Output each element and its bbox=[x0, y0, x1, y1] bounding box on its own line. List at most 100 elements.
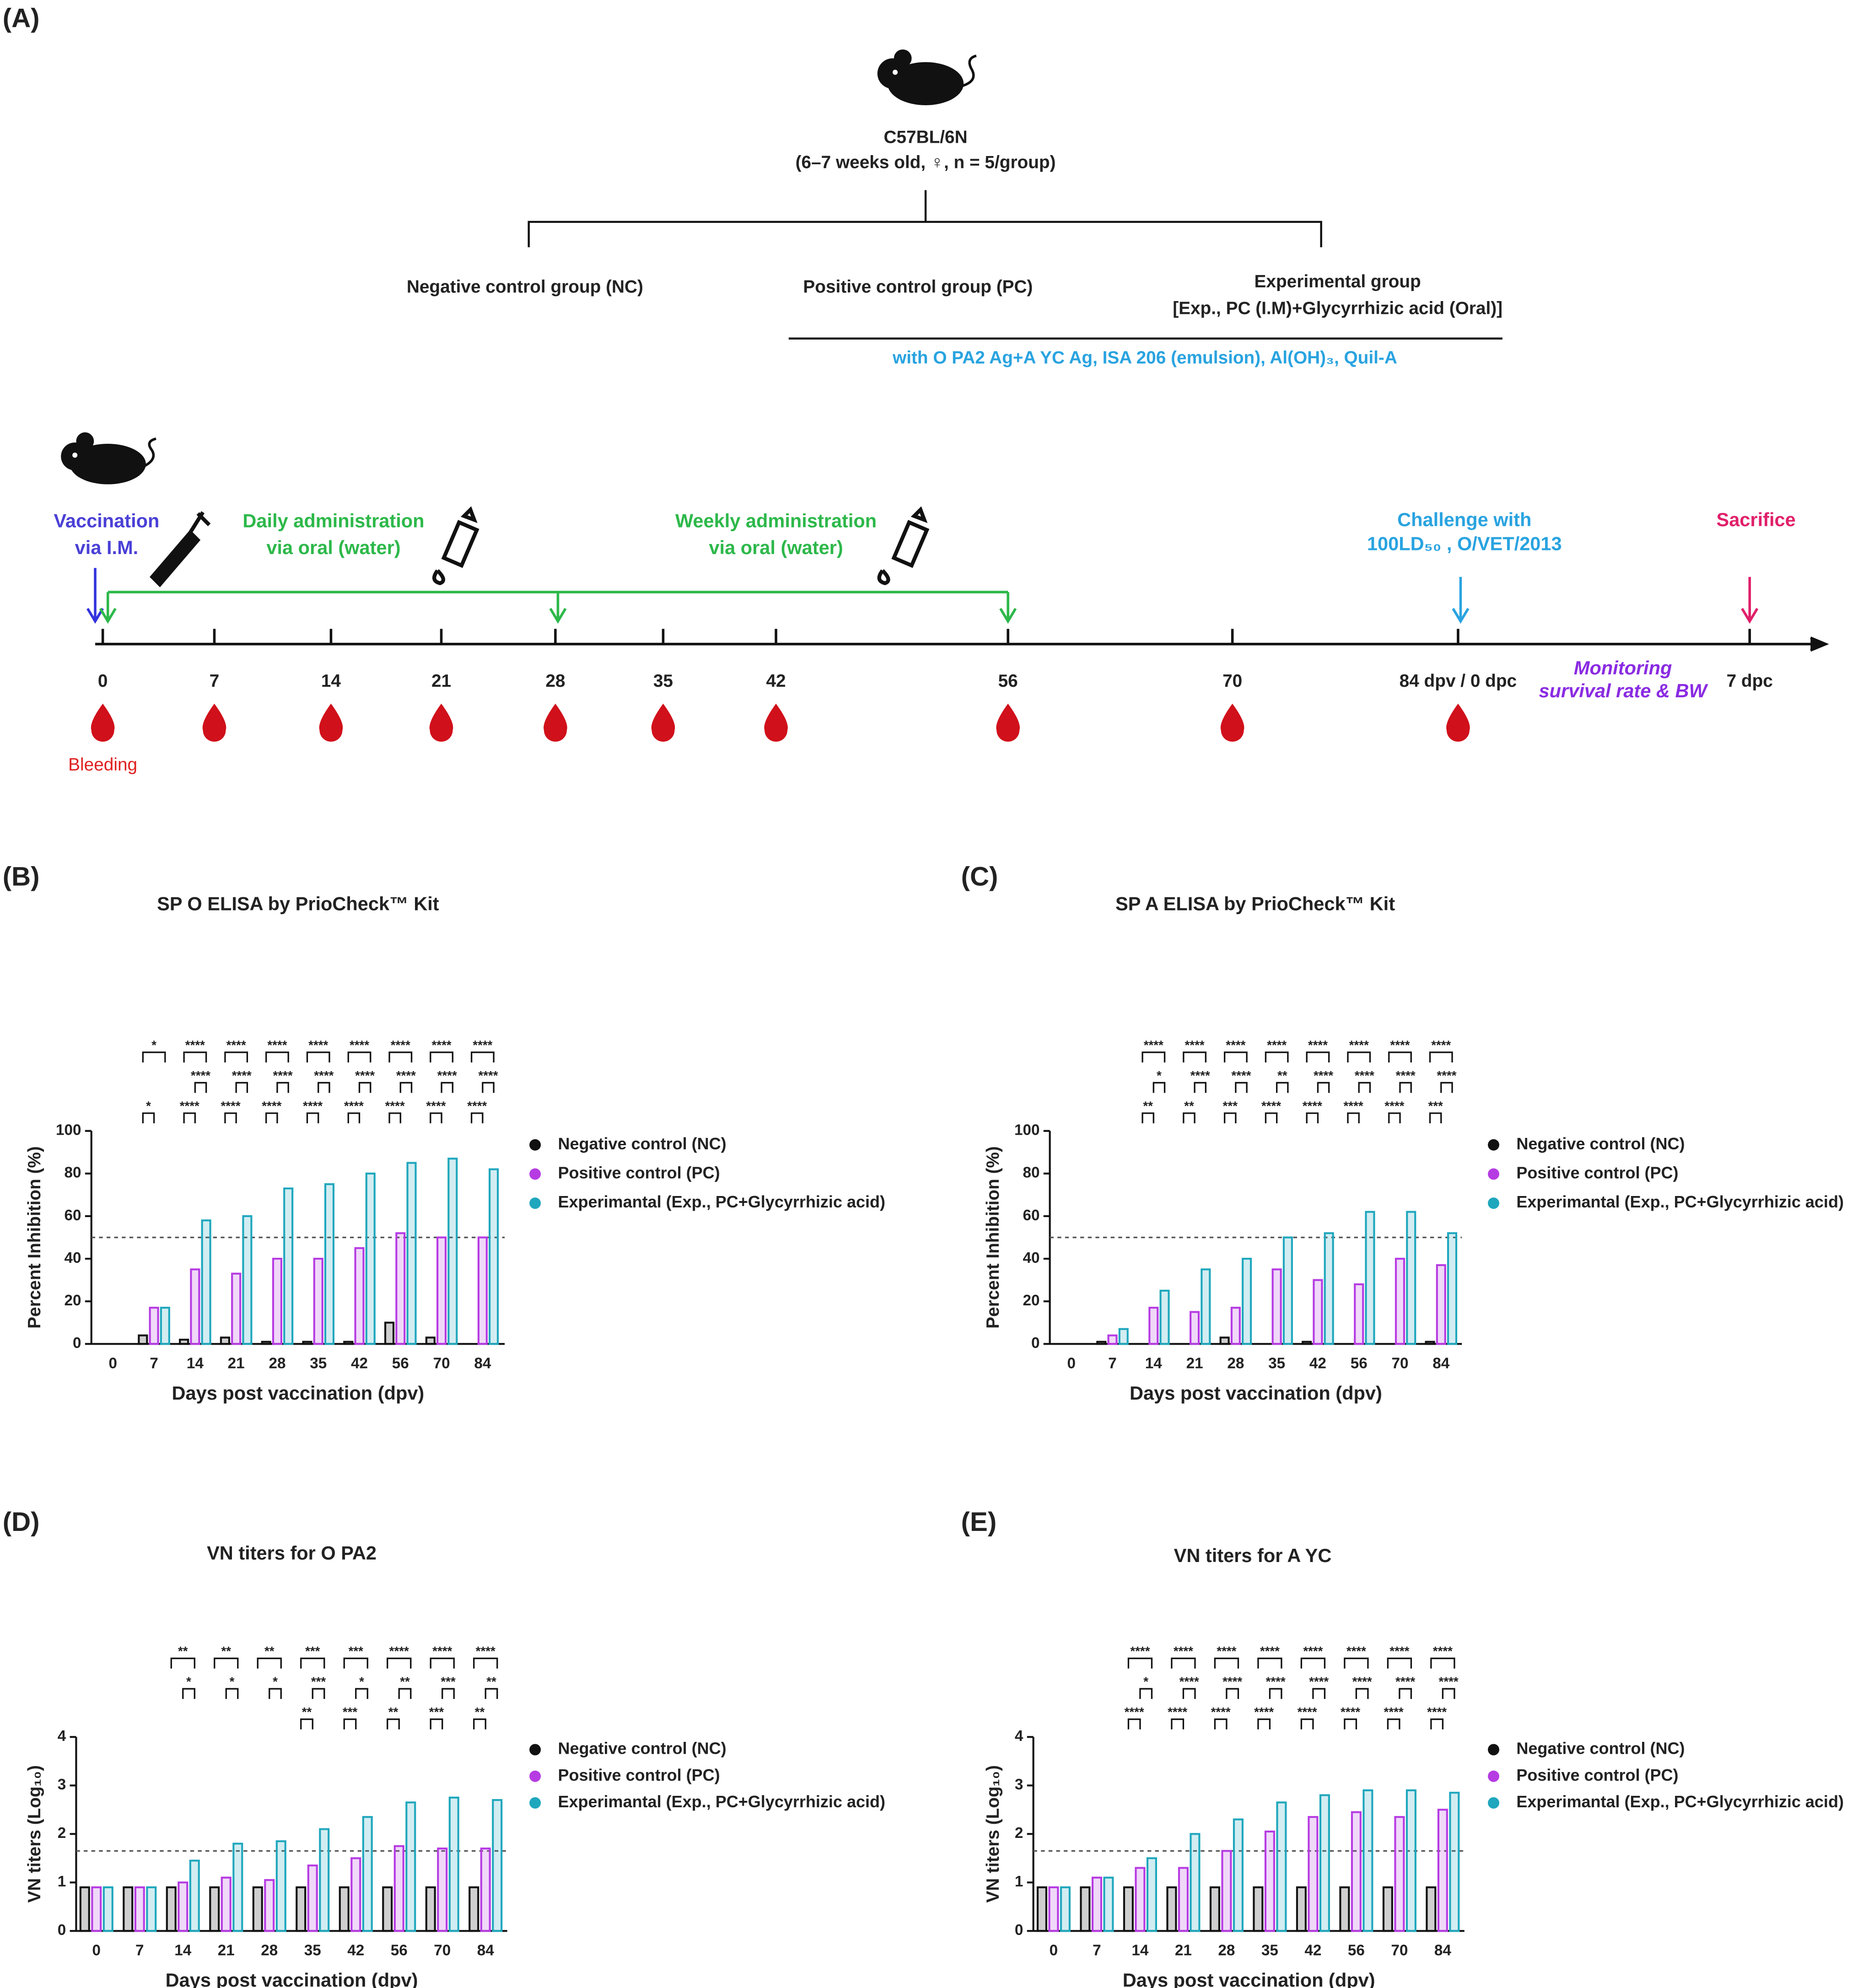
legend-label: Negative control (NC) bbox=[558, 1739, 726, 1758]
panel-label: (B) bbox=[3, 862, 40, 892]
bar bbox=[1190, 1833, 1201, 1932]
significance-bracket bbox=[306, 1112, 319, 1124]
vaccine: with O PA2 Ag+A YC Ag, ISA 206 (emulsion… bbox=[892, 348, 1397, 367]
bar bbox=[382, 1886, 393, 1932]
timeline-label: 84 dpv / 0 dpc bbox=[1400, 671, 1517, 691]
x-tick-label: 0 bbox=[92, 1942, 101, 1959]
bar bbox=[123, 1886, 134, 1932]
significance-bracket bbox=[300, 1657, 325, 1669]
bar bbox=[343, 1341, 354, 1345]
significance-label: *** bbox=[349, 1644, 364, 1658]
significance-bracket bbox=[1183, 1112, 1195, 1124]
bar bbox=[1264, 1830, 1275, 1932]
y-tick-label: 80 bbox=[1023, 1164, 1039, 1181]
significance-label: **** bbox=[1303, 1644, 1323, 1658]
blood-drop bbox=[202, 703, 226, 742]
significance-bracket bbox=[430, 1112, 442, 1124]
significance-label: * bbox=[151, 1038, 156, 1052]
bottle-icon bbox=[877, 506, 930, 586]
significance-label: **** bbox=[385, 1099, 405, 1113]
event-label: Sacrifice bbox=[1716, 509, 1795, 530]
significance-label: **** bbox=[1260, 1644, 1280, 1658]
bar bbox=[350, 1857, 361, 1932]
significance-label: * bbox=[1157, 1068, 1162, 1083]
bar bbox=[437, 1848, 448, 1932]
bar bbox=[231, 1272, 242, 1345]
timeline-label: 0 bbox=[98, 671, 108, 691]
significance-label: **** bbox=[1168, 1705, 1187, 1719]
significance-bracket bbox=[388, 1051, 413, 1063]
significance-bracket bbox=[1355, 1688, 1369, 1699]
x-tick-label: 21 bbox=[228, 1355, 245, 1372]
bar bbox=[1123, 1886, 1134, 1932]
bar bbox=[275, 1840, 286, 1932]
legend-marker bbox=[1488, 1197, 1499, 1209]
bar bbox=[201, 1219, 211, 1345]
legend-label: Experimantal (Exp., PC+Glycyrrhizic acid… bbox=[1516, 1792, 1844, 1811]
bar bbox=[283, 1187, 294, 1345]
significance-label: **** bbox=[303, 1099, 323, 1113]
bar bbox=[1282, 1236, 1293, 1345]
chart-title: VN titers for A YC bbox=[1174, 1545, 1332, 1566]
bar bbox=[1296, 1886, 1307, 1932]
bottle-icon bbox=[432, 506, 479, 586]
significance-label: **** bbox=[1427, 1705, 1447, 1719]
bar bbox=[189, 1859, 200, 1932]
significance-label: **** bbox=[262, 1099, 281, 1113]
legend-marker bbox=[1488, 1744, 1499, 1756]
x-tick-label: 84 bbox=[477, 1942, 494, 1959]
significance-bracket bbox=[1214, 1657, 1239, 1669]
chart-title: SP A ELISA by PrioCheck™ Kit bbox=[1115, 893, 1395, 915]
legend-marker bbox=[529, 1139, 541, 1151]
significance-label: **** bbox=[226, 1038, 246, 1052]
significance-bracket bbox=[430, 1051, 453, 1063]
significance-bracket bbox=[1257, 1718, 1271, 1729]
legend-marker bbox=[529, 1197, 541, 1209]
y-axis-label: Percent Inhibition (%) bbox=[983, 1146, 1003, 1329]
x-tick-label: 56 bbox=[1348, 1942, 1365, 1959]
legend-label: Positive control (PC) bbox=[558, 1164, 720, 1182]
significance-bracket bbox=[1440, 1082, 1453, 1093]
x-tick-label: 7 bbox=[150, 1355, 158, 1372]
panel-label: (E) bbox=[961, 1507, 997, 1537]
significance-label: **** bbox=[437, 1068, 457, 1083]
panel-label: (D) bbox=[3, 1507, 40, 1537]
bar bbox=[1394, 1816, 1405, 1932]
bar bbox=[1036, 1886, 1047, 1932]
significance-bracket bbox=[1139, 1688, 1153, 1699]
significance-bracket bbox=[1276, 1082, 1289, 1093]
x-tick-label: 28 bbox=[261, 1942, 278, 1959]
timeline-label: 7 dpc bbox=[1727, 671, 1773, 691]
significance-label: **** bbox=[1144, 1038, 1163, 1052]
significance-bracket bbox=[473, 1718, 486, 1729]
panel-a: (A) C57BL/6N (6–7 weeks old, ♀, n = 5/gr… bbox=[3, 4, 1829, 775]
significance-bracket bbox=[183, 1051, 207, 1063]
bar bbox=[252, 1886, 263, 1932]
bar bbox=[232, 1843, 243, 1932]
significance-bracket bbox=[441, 1082, 453, 1093]
bar bbox=[1426, 1886, 1437, 1932]
significance-label: **** bbox=[344, 1099, 364, 1113]
bar bbox=[1048, 1886, 1059, 1932]
significance-label: **** bbox=[1314, 1068, 1333, 1083]
bar bbox=[1221, 1850, 1232, 1932]
chart: (D) VN titers for O PA2 VN titers (Log₁₀) D… bbox=[3, 1507, 885, 1988]
significance-bracket bbox=[225, 1688, 239, 1699]
x-axis-label: Days post vaccination (dpv) bbox=[1130, 1382, 1382, 1404]
significance-bracket bbox=[1265, 1112, 1278, 1124]
arrow bbox=[86, 568, 104, 624]
legend-label: Positive control (PC) bbox=[1516, 1164, 1678, 1182]
significance-bracket bbox=[343, 1718, 357, 1729]
chart: (C) SP A ELISA by PrioCheck™ Kit Percent I… bbox=[961, 862, 1844, 1404]
significance-label: ** bbox=[302, 1705, 312, 1719]
y-tick-label: 3 bbox=[1015, 1776, 1023, 1793]
significance-label: **** bbox=[1174, 1644, 1193, 1658]
bar bbox=[1382, 1886, 1393, 1932]
bar bbox=[425, 1336, 436, 1345]
significance-bracket bbox=[1344, 1657, 1369, 1669]
significance-bracket bbox=[1347, 1112, 1360, 1124]
event-label: Vaccination bbox=[54, 510, 160, 532]
x-tick-label: 42 bbox=[347, 1942, 364, 1959]
arrow bbox=[99, 591, 1017, 624]
significance-bracket bbox=[347, 1112, 361, 1124]
